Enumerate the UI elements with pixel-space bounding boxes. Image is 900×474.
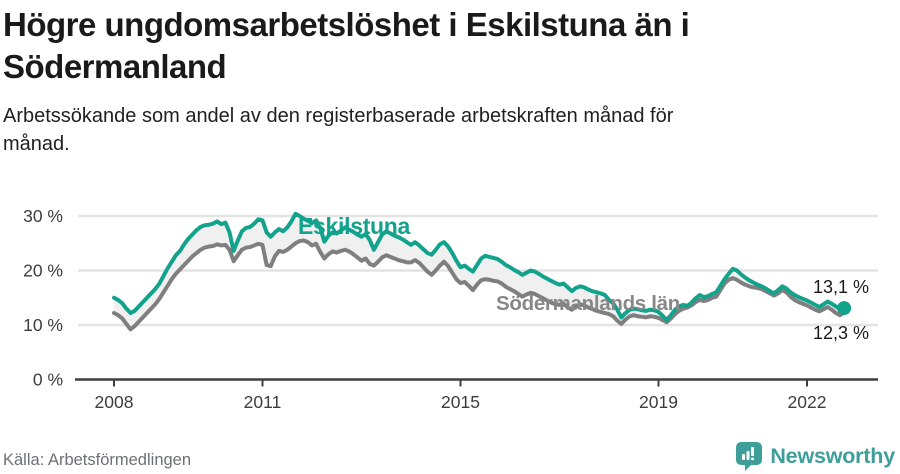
series-label-sodermanlands-lan: Södermanlands län [496,292,680,315]
line-chart: 30 % 20 % 10 % 0 % 2008 2011 2015 2019 2022 Eskil… [0,190,900,435]
y-axis-tick-label: 10 % [23,315,63,335]
series-line-eskilstuna [112,211,847,323]
x-axis-tick-label: 2022 [788,392,827,412]
y-axis-tick-label: 0 % [33,370,63,390]
between-series-fill [114,213,845,330]
x-axis-tick-label: 2015 [441,392,480,412]
source-note: Källa: Arbetsförmedlingen [3,451,192,469]
x-axis-tick-label: 2019 [639,392,678,412]
end-value-label-eskilstuna: 13,1 % [813,277,869,297]
series-end-dot [837,301,852,316]
end-value-label-sodermanlands-lan: 12,3 % [813,323,869,343]
chart-title-line2: Södermanland [3,48,227,85]
x-axis-tick-label: 2008 [95,392,134,412]
y-axis-tick-label: 20 % [23,261,63,281]
series-label-eskilstuna: Eskilstuna [298,213,411,239]
line-chart-svg: 30 % 20 % 10 % 0 % 2008 2011 2015 2019 2022 Eskil… [23,206,878,412]
x-axis-tick-label: 2011 [244,392,282,412]
chart-subtitle: Arbetssökande som andel av den registerb… [3,102,863,158]
chart-subtitle-line2: månad. [3,133,70,155]
chart-title: Högre ungdomsarbetslöshet i Eskilstuna ä… [3,4,897,88]
chart-subtitle-line1: Arbetssökande som andel av den registerb… [3,105,674,127]
newsworthy-logo-text: Newsworthy [770,443,895,468]
y-axis-tick-label: 30 % [23,206,63,226]
newsworthy-logo-icon [736,442,763,471]
chart-title-line1: Högre ungdomsarbetslöshet i Eskilstuna ä… [3,6,690,43]
newsworthy-logo: Newsworthy [735,441,895,471]
series-line-sodermanlands-lan [112,238,847,332]
